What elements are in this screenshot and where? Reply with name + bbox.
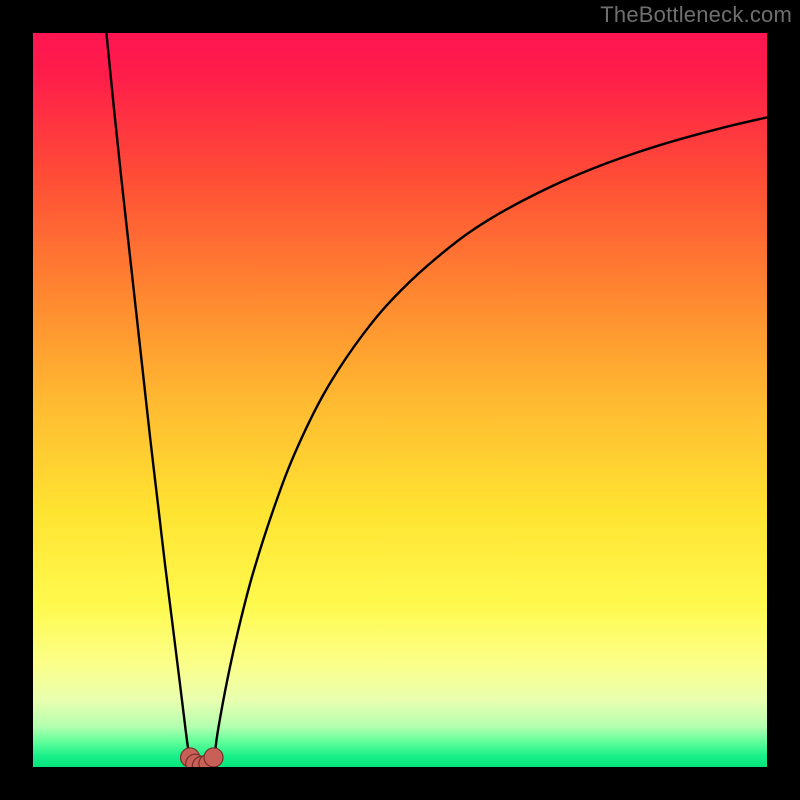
- chart-background: [33, 33, 767, 767]
- watermark-text: TheBottleneck.com: [600, 2, 792, 28]
- bottleneck-chart: [0, 0, 800, 800]
- chart-stage: TheBottleneck.com: [0, 0, 800, 800]
- valley-marker: [204, 748, 223, 767]
